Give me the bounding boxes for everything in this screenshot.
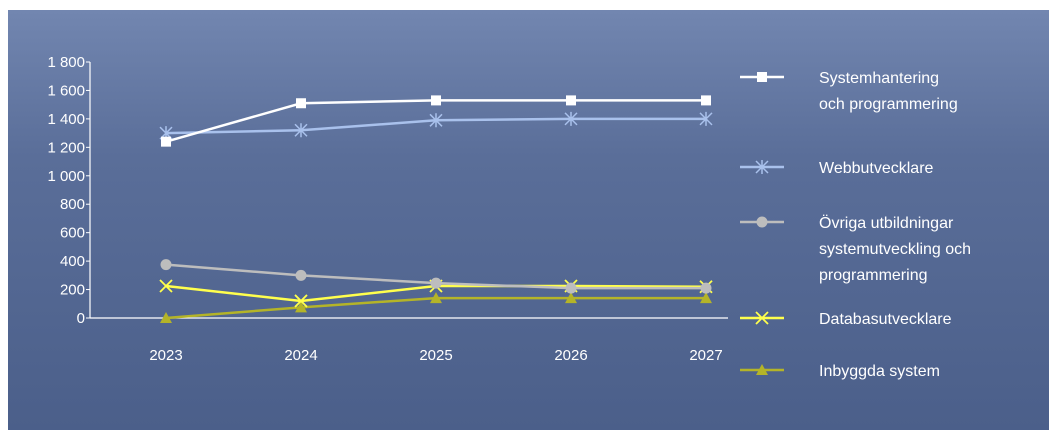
data-point-marker [566,95,576,106]
legend-label: Inbyggda system [819,363,940,380]
y-tick-label: 1 000 [47,168,85,185]
data-point-marker [431,95,441,106]
legend-label: systemutveckling och [819,241,971,258]
legend-marker [757,72,767,82]
data-point-marker [295,269,307,281]
y-tick-label: 800 [60,196,85,213]
line-chart: 0 200 400 600 800 1 000 1 200 1 400 1 600 1 800 2… [47,54,971,380]
x-tick-label: 2024 [284,347,317,364]
legend: Systemhantering och programmering Webbutve… [740,70,971,380]
legend-label: Webbutvecklare [819,160,934,177]
data-point-marker [429,113,443,128]
legend-item-1: Systemhantering och programmering [740,70,958,113]
data-point-marker [159,279,173,293]
data-point-marker [701,95,711,106]
series-3 [160,259,712,294]
legend-label: Systemhantering [819,70,939,87]
y-tick-label: 1 800 [47,54,85,71]
y-tick-label: 600 [60,225,85,242]
data-point-marker [296,98,306,109]
y-tick-label: 200 [60,282,85,299]
legend-item-5: Inbyggda system [740,363,940,380]
y-axis: 0 200 400 600 800 1 000 1 200 1 400 1 600 1 800 [47,54,91,327]
legend-marker [756,364,768,375]
data-point-marker [700,282,712,294]
series-1 [161,95,711,147]
data-point-marker [565,292,577,304]
data-point-marker [160,312,172,323]
x-tick-label: 2026 [554,347,587,364]
chart-panel: 0 200 400 600 800 1 000 1 200 1 400 1 600 1 800 2… [8,10,1049,430]
legend-label: programmering [819,267,927,284]
y-tick-label: 1 600 [47,82,85,99]
legend-marker [756,216,768,228]
legend-item-4: Databasutvecklare [740,311,952,328]
legend-label: Databasutvecklare [819,311,952,328]
x-tick-label: 2025 [419,347,452,364]
data-point-marker [160,259,172,271]
series-5 [160,292,712,323]
y-tick-label: 400 [60,253,85,270]
data-point-marker [565,282,577,294]
legend-label: och programmering [819,96,958,113]
data-point-marker [699,111,713,126]
x-tick-label: 2023 [149,347,182,364]
y-tick-label: 1 200 [47,139,85,156]
x-axis: 2023 2024 2025 2026 2027 [90,317,728,364]
legend-marker [755,160,769,174]
data-point-marker [430,277,442,289]
legend-item-2: Webbutvecklare [740,160,934,177]
data-point-marker [564,111,578,126]
data-point-marker [295,301,307,313]
series-2 [159,111,713,141]
legend-label: Övriga utbildningar [819,214,954,232]
data-point-marker [700,292,712,304]
x-tick-label: 2027 [689,347,722,364]
data-point-marker [161,136,171,147]
data-point-marker [430,292,442,304]
y-tick-label: 0 [77,310,85,327]
y-tick-label: 1 400 [47,111,85,128]
legend-item-3: Övriga utbildningar systemutveckling och p… [740,214,971,284]
data-point-marker [294,123,308,138]
legend-marker [755,311,769,325]
data-point-marker [294,294,308,308]
series-area [159,95,713,323]
